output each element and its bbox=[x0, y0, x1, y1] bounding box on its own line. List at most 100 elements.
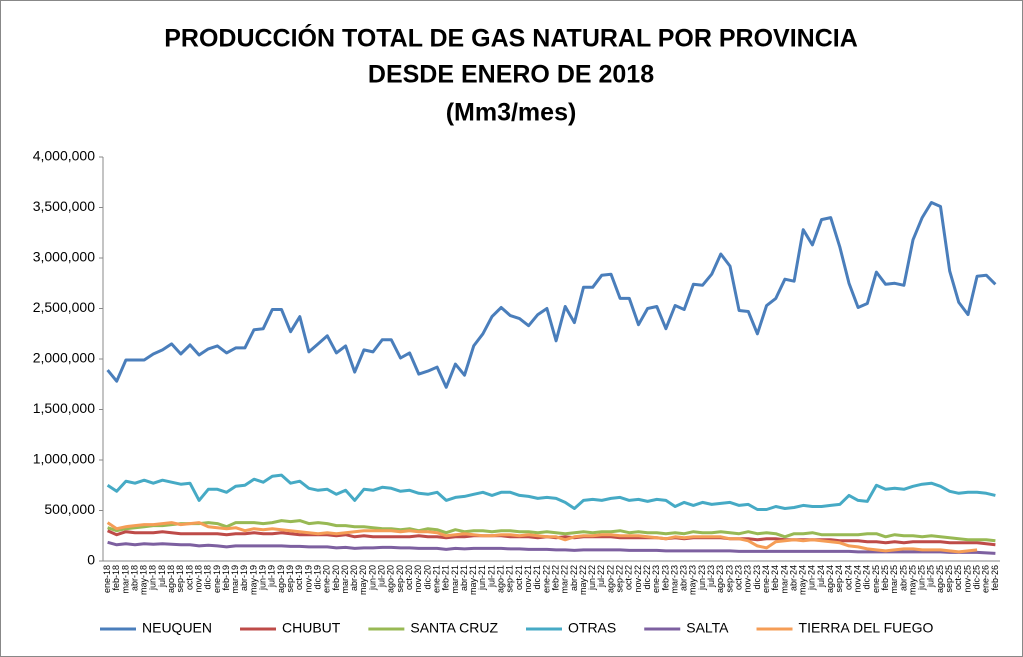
x-tick-label: oct-19 bbox=[294, 565, 304, 590]
legend-label: OTRAS bbox=[568, 620, 616, 636]
x-tick-label: mar-23 bbox=[669, 565, 679, 594]
x-tick-label: ago-22 bbox=[605, 565, 615, 593]
x-tick-label: feb-19 bbox=[221, 565, 231, 591]
x-tick-label: mar-18 bbox=[120, 565, 130, 594]
x-tick-label: jul-20 bbox=[377, 565, 387, 588]
x-tick-label: may-19 bbox=[248, 565, 258, 595]
x-tick-label: may-25 bbox=[907, 565, 917, 595]
x-tick-label: abr-25 bbox=[898, 565, 908, 591]
x-tick-label: nov-22 bbox=[633, 565, 643, 593]
chart-title: (Mm3/mes) bbox=[446, 99, 577, 127]
x-tick-label: ago-25 bbox=[935, 565, 945, 593]
x-tick-label: may-18 bbox=[139, 565, 149, 595]
x-tick-label: dic-25 bbox=[971, 565, 981, 590]
x-tick-label: may-24 bbox=[798, 565, 808, 595]
x-tick-label: feb-20 bbox=[331, 565, 341, 591]
x-tick-label: ene-19 bbox=[212, 565, 222, 593]
x-tick-label: jun-23 bbox=[697, 565, 707, 591]
x-tick-label: jun-24 bbox=[807, 565, 817, 591]
x-tick-label: ago-23 bbox=[715, 565, 725, 593]
x-tick-label: may-21 bbox=[468, 565, 478, 595]
x-tick-label: oct-20 bbox=[404, 565, 414, 590]
x-tick-label: oct-22 bbox=[624, 565, 634, 590]
x-tick-label: mar-22 bbox=[560, 565, 570, 594]
y-tick-label: 500,000 bbox=[44, 501, 95, 517]
x-tick-label: jul-24 bbox=[816, 565, 826, 588]
x-tick-label: abr-23 bbox=[679, 565, 689, 591]
x-tick-label: feb-22 bbox=[550, 565, 560, 591]
series-line bbox=[107, 519, 996, 543]
x-tick-label: dic-20 bbox=[422, 565, 432, 590]
x-tick-label: nov-20 bbox=[413, 565, 423, 593]
legend-label: CHUBUT bbox=[282, 620, 341, 636]
x-tick-label: ago-21 bbox=[496, 565, 506, 593]
x-tick-label: ago-24 bbox=[825, 565, 835, 593]
series-line bbox=[106, 201, 997, 389]
x-tick-label: jun-18 bbox=[148, 565, 158, 591]
y-tick-label: 3,000,000 bbox=[33, 249, 95, 265]
chart-title: PRODUCCIÓN TOTAL DE GAS NATURAL POR PROV… bbox=[164, 23, 858, 53]
x-tick-label: sep-23 bbox=[724, 565, 734, 593]
x-tick-label: abr-24 bbox=[788, 565, 798, 591]
x-tick-label: oct-23 bbox=[734, 565, 744, 590]
x-tick-label: mar-20 bbox=[340, 565, 350, 594]
x-tick-label: sep-22 bbox=[615, 565, 625, 593]
x-tick-label: jun-22 bbox=[587, 565, 597, 591]
x-tick-label: ene-21 bbox=[431, 565, 441, 593]
x-tick-label: ago-20 bbox=[386, 565, 396, 593]
x-tick-label: feb-21 bbox=[441, 565, 451, 591]
x-tick-label: dic-21 bbox=[532, 565, 542, 590]
x-tick-label: feb-24 bbox=[770, 565, 780, 591]
x-tick-label: may-20 bbox=[358, 565, 368, 595]
x-tick-label: nov-21 bbox=[523, 565, 533, 593]
x-tick-label: feb-25 bbox=[880, 565, 890, 591]
x-tick-label: ene-25 bbox=[871, 565, 881, 593]
x-tick-label: dic-23 bbox=[752, 565, 762, 590]
x-tick-label: nov-23 bbox=[743, 565, 753, 593]
y-tick-label: 0 bbox=[87, 552, 95, 568]
x-tick-label: nov-19 bbox=[303, 565, 313, 593]
y-tick-label: 2,000,000 bbox=[33, 350, 95, 366]
x-tick-label: ene-18 bbox=[102, 565, 112, 593]
x-tick-label: abr-22 bbox=[569, 565, 579, 591]
x-tick-label: nov-24 bbox=[853, 565, 863, 593]
x-tick-label: ene-23 bbox=[651, 565, 661, 593]
x-tick-label: jun-25 bbox=[917, 565, 927, 591]
x-tick-label: abr-20 bbox=[349, 565, 359, 591]
x-tick-label: ago-19 bbox=[276, 565, 286, 593]
x-tick-label: sep-19 bbox=[285, 565, 295, 593]
x-tick-label: oct-18 bbox=[184, 565, 194, 590]
x-tick-label: ene-22 bbox=[541, 565, 551, 593]
x-tick-label: mar-25 bbox=[889, 565, 899, 594]
x-tick-label: ene-26 bbox=[981, 565, 991, 593]
x-tick-label: jul-18 bbox=[157, 565, 167, 588]
x-tick-label: jul-21 bbox=[486, 565, 496, 588]
x-tick-label: ene-24 bbox=[761, 565, 771, 593]
x-tick-label: ene-20 bbox=[322, 565, 332, 593]
x-tick-label: sep-20 bbox=[395, 565, 405, 593]
series-line bbox=[106, 521, 978, 554]
x-tick-label: jun-21 bbox=[477, 565, 487, 591]
series-line bbox=[106, 473, 996, 511]
x-tick-label: feb-23 bbox=[660, 565, 670, 591]
x-tick-label: jun-20 bbox=[367, 565, 377, 591]
x-tick-label: nov-25 bbox=[962, 565, 972, 593]
series-line bbox=[107, 540, 996, 555]
x-tick-label: ago-18 bbox=[166, 565, 176, 593]
x-tick-label: dic-19 bbox=[312, 565, 322, 590]
y-tick-label: 1,000,000 bbox=[33, 451, 95, 467]
x-tick-label: oct-25 bbox=[953, 565, 963, 590]
legend-label: SALTA bbox=[686, 620, 729, 636]
legend-label: NEUQUEN bbox=[142, 620, 212, 636]
y-tick-label: 3,500,000 bbox=[33, 198, 95, 214]
x-tick-label: jun-19 bbox=[258, 565, 268, 591]
x-tick-label: oct-24 bbox=[843, 565, 853, 590]
x-tick-label: dic-18 bbox=[203, 565, 213, 590]
x-tick-label: may-22 bbox=[578, 565, 588, 595]
x-tick-label: jul-19 bbox=[267, 565, 277, 588]
x-tick-label: abr-21 bbox=[459, 565, 469, 591]
x-tick-label: oct-21 bbox=[514, 565, 524, 590]
x-tick-label: jul-23 bbox=[706, 565, 716, 588]
x-tick-label: jul-25 bbox=[926, 565, 936, 588]
